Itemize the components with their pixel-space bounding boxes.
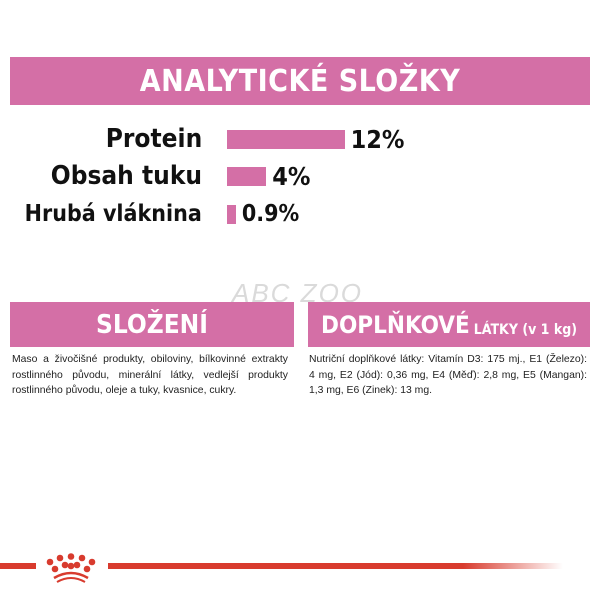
analytical-row: Obsah tuku 4% <box>0 161 600 191</box>
additives-header: DOPLŇKOVÉ LÁTKY (v 1 kg) <box>308 302 590 347</box>
brand-line-left <box>0 563 36 569</box>
analytical-row: Protein 12% <box>0 124 600 154</box>
analytical-bar <box>227 129 345 149</box>
brand-line-right <box>108 563 563 569</box>
analytical-label: Hrubá vláknina <box>24 201 202 227</box>
additives-title: DOPLŇKOVÉ <box>321 310 470 339</box>
analytical-row: Hrubá vláknina 0.9% <box>0 201 600 227</box>
additives-text: Nutriční doplňkové látky: Vitamín D3: 17… <box>309 354 587 396</box>
analytical-bar <box>227 166 267 186</box>
analytical-header: ANALYTICKÉ SLOŽKY <box>10 57 590 105</box>
additives-title-small: LÁTKY (v 1 kg) <box>473 322 577 338</box>
analytical-label: Obsah tuku <box>50 161 202 191</box>
analytical-label: Protein <box>105 124 202 154</box>
analytical-value: 12% <box>350 124 405 154</box>
royal-canin-crown-icon <box>46 553 96 583</box>
analytical-value: 0.9% <box>241 201 300 227</box>
analytical-bar <box>227 204 236 224</box>
composition-text: Maso a živočišné produkty, obiloviny, bí… <box>12 354 288 396</box>
analytical-value: 4% <box>272 161 311 191</box>
composition-header: SLOŽENÍ <box>10 302 294 347</box>
